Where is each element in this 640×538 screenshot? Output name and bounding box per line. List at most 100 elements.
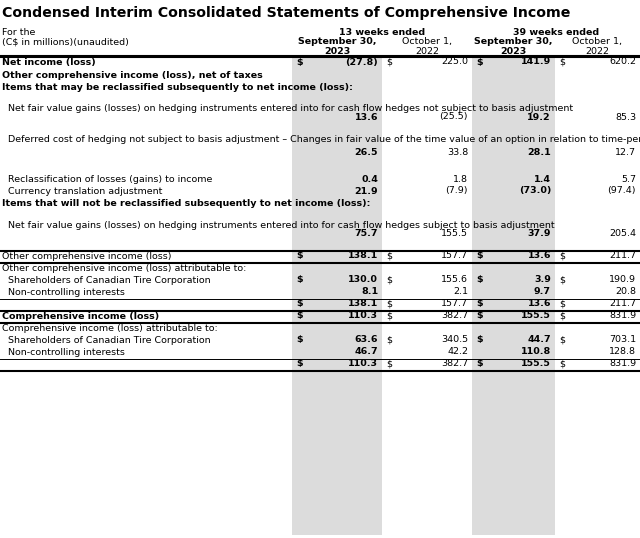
Text: 1.8: 1.8 — [453, 174, 468, 183]
Text: Non-controlling interests: Non-controlling interests — [8, 348, 125, 357]
Text: $: $ — [476, 359, 483, 368]
Text: (C$ in millions)(unaudited): (C$ in millions)(unaudited) — [2, 37, 129, 46]
Text: Shareholders of Canadian Tire Corporation: Shareholders of Canadian Tire Corporatio… — [8, 276, 211, 285]
Text: 157.7: 157.7 — [441, 251, 468, 260]
Text: (27.8): (27.8) — [345, 58, 378, 67]
Text: 138.1: 138.1 — [348, 299, 378, 308]
Text: 157.7: 157.7 — [441, 299, 468, 308]
Text: Items that may be reclassified subsequently to net income (loss):: Items that may be reclassified subsequen… — [2, 82, 353, 91]
Text: Reclassification of losses (gains) to income: Reclassification of losses (gains) to in… — [8, 175, 212, 185]
Text: $: $ — [559, 275, 565, 284]
Text: 28.1: 28.1 — [527, 148, 551, 157]
Text: (25.5): (25.5) — [440, 112, 468, 122]
Text: 155.5: 155.5 — [441, 230, 468, 238]
Text: $: $ — [296, 359, 303, 368]
Text: October 1,
2022: October 1, 2022 — [402, 37, 452, 56]
Text: Net income (loss): Net income (loss) — [2, 59, 96, 67]
Text: 155.6: 155.6 — [441, 275, 468, 284]
Text: $: $ — [559, 335, 565, 344]
Bar — [472, 55, 555, 535]
Text: 130.0: 130.0 — [348, 275, 378, 284]
Text: $: $ — [296, 275, 303, 284]
Text: 75.7: 75.7 — [355, 230, 378, 238]
Text: 831.9: 831.9 — [609, 359, 636, 368]
Text: $: $ — [559, 359, 565, 368]
Text: $: $ — [559, 251, 565, 260]
Text: 19.2: 19.2 — [527, 112, 551, 122]
Text: 831.9: 831.9 — [609, 311, 636, 320]
Text: $: $ — [296, 299, 303, 308]
Text: $: $ — [386, 335, 392, 344]
Text: (97.4): (97.4) — [607, 187, 636, 195]
Text: $: $ — [559, 299, 565, 308]
Text: $: $ — [476, 251, 483, 260]
Text: 225.0: 225.0 — [441, 58, 468, 67]
Text: 205.4: 205.4 — [609, 230, 636, 238]
Text: 13.6: 13.6 — [527, 299, 551, 308]
Text: $: $ — [559, 311, 565, 320]
Text: 12.7: 12.7 — [615, 148, 636, 157]
Text: Deferred cost of hedging not subject to basis adjustment – Changes in fair value: Deferred cost of hedging not subject to … — [8, 135, 640, 144]
Text: 155.5: 155.5 — [521, 311, 551, 320]
Text: 63.6: 63.6 — [355, 335, 378, 344]
Text: Condensed Interim Consolidated Statements of Comprehensive Income: Condensed Interim Consolidated Statement… — [2, 6, 570, 20]
Text: 110.8: 110.8 — [521, 347, 551, 356]
Text: (73.0): (73.0) — [518, 187, 551, 195]
Text: Other comprehensive income (loss), net of taxes: Other comprehensive income (loss), net o… — [2, 70, 263, 80]
Text: $: $ — [386, 359, 392, 368]
Text: 1.4: 1.4 — [534, 174, 551, 183]
Text: Shareholders of Canadian Tire Corporation: Shareholders of Canadian Tire Corporatio… — [8, 336, 211, 345]
Text: 211.7: 211.7 — [609, 251, 636, 260]
Text: 340.5: 340.5 — [441, 335, 468, 344]
Text: $: $ — [559, 58, 565, 67]
Text: $: $ — [386, 251, 392, 260]
Text: Net fair value gains (losses) on hedging instruments entered into for cash flow : Net fair value gains (losses) on hedging… — [8, 104, 573, 113]
Bar — [292, 55, 382, 535]
Text: Comprehensive income (loss) attributable to:: Comprehensive income (loss) attributable… — [2, 324, 218, 333]
Text: (7.9): (7.9) — [445, 187, 468, 195]
Text: 46.7: 46.7 — [355, 347, 378, 356]
Text: $: $ — [386, 58, 392, 67]
Text: Net fair value gains (losses) on hedging instruments entered into for cash flow : Net fair value gains (losses) on hedging… — [8, 221, 555, 230]
Text: Other comprehensive income (loss) attributable to:: Other comprehensive income (loss) attrib… — [2, 264, 246, 273]
Text: For the: For the — [2, 28, 35, 37]
Text: September 30,
2023: September 30, 2023 — [474, 37, 553, 56]
Text: Items that will not be reclassified subsequently to net income (loss):: Items that will not be reclassified subs… — [2, 200, 371, 209]
Text: 138.1: 138.1 — [348, 251, 378, 260]
Text: 33.8: 33.8 — [447, 148, 468, 157]
Text: 13.6: 13.6 — [527, 251, 551, 260]
Text: $: $ — [296, 58, 303, 67]
Text: 21.9: 21.9 — [355, 187, 378, 195]
Text: 20.8: 20.8 — [615, 287, 636, 296]
Text: $: $ — [296, 335, 303, 344]
Text: $: $ — [476, 58, 483, 67]
Text: $: $ — [386, 275, 392, 284]
Text: 382.7: 382.7 — [441, 359, 468, 368]
Text: Comprehensive income (loss): Comprehensive income (loss) — [2, 312, 159, 321]
Text: 190.9: 190.9 — [609, 275, 636, 284]
Text: 141.9: 141.9 — [521, 58, 551, 67]
Text: September 30,
2023: September 30, 2023 — [298, 37, 376, 56]
Text: $: $ — [476, 299, 483, 308]
Text: October 1,
2022: October 1, 2022 — [573, 37, 623, 56]
Text: $: $ — [296, 311, 303, 320]
Text: $: $ — [386, 299, 392, 308]
Text: 382.7: 382.7 — [441, 311, 468, 320]
Text: 13.6: 13.6 — [355, 112, 378, 122]
Text: 155.5: 155.5 — [521, 359, 551, 368]
Text: 44.7: 44.7 — [527, 335, 551, 344]
Text: 39 weeks ended: 39 weeks ended — [513, 28, 599, 37]
Text: 26.5: 26.5 — [355, 148, 378, 157]
Text: Non-controlling interests: Non-controlling interests — [8, 288, 125, 297]
Text: 37.9: 37.9 — [527, 230, 551, 238]
Text: Other comprehensive income (loss): Other comprehensive income (loss) — [2, 252, 172, 261]
Text: 128.8: 128.8 — [609, 347, 636, 356]
Text: 110.3: 110.3 — [348, 311, 378, 320]
Text: 13 weeks ended: 13 weeks ended — [339, 28, 425, 37]
Text: 3.9: 3.9 — [534, 275, 551, 284]
Text: 703.1: 703.1 — [609, 335, 636, 344]
Text: $: $ — [476, 335, 483, 344]
Text: 42.2: 42.2 — [447, 347, 468, 356]
Text: 620.2: 620.2 — [609, 58, 636, 67]
Text: 110.3: 110.3 — [348, 359, 378, 368]
